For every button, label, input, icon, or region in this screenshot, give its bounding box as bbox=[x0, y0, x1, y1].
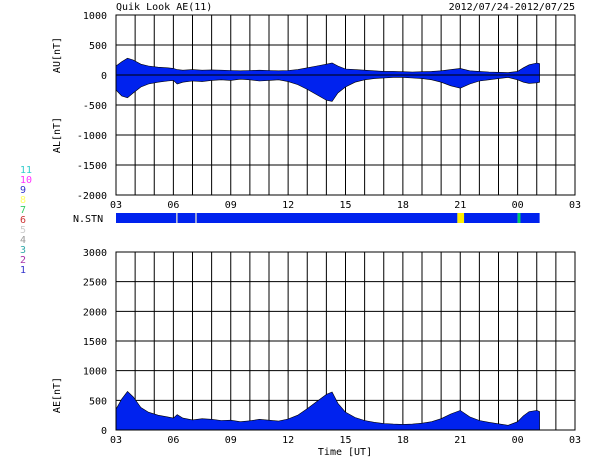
station-bar-segment bbox=[177, 213, 196, 223]
x-tick-label: 03 bbox=[569, 200, 581, 211]
legend-entry: 3 bbox=[20, 245, 26, 256]
x-tick-label: 09 bbox=[225, 435, 237, 446]
y-tick-label: 2500 bbox=[83, 278, 107, 289]
legend-entry: 9 bbox=[20, 185, 26, 196]
ae-y-ticks: 3000 2500 2000 1500 1000 500 0 bbox=[83, 248, 107, 437]
au-al-x-ticks: 03 06 09 12 15 18 21 00 03 bbox=[110, 200, 581, 211]
x-tick-label: 21 bbox=[454, 435, 466, 446]
au-al-y-ticks: 1000 500 0 -500 -1000 -1500 -2000 bbox=[77, 11, 107, 202]
station-bar-segment bbox=[195, 213, 197, 223]
y-tick-label: 1000 bbox=[83, 367, 107, 378]
x-tick-label: 00 bbox=[512, 200, 524, 211]
x-tick-label: 18 bbox=[397, 200, 409, 211]
x-tick-label: 15 bbox=[339, 200, 351, 211]
station-bar-segment bbox=[464, 213, 518, 223]
chart-title: Quik Look AE(11) bbox=[116, 2, 212, 13]
legend-entry: 4 bbox=[20, 235, 26, 246]
ae-grid bbox=[116, 252, 575, 430]
legend-entry: 1 bbox=[20, 265, 26, 276]
station-bar-segment bbox=[520, 213, 540, 223]
ae-frame bbox=[115, 251, 576, 431]
station-bar-segment bbox=[116, 213, 177, 223]
au-al-panel: 1000 500 0 -500 -1000 -1500 -2000 03 06 09 12 15 18… bbox=[52, 11, 581, 211]
station-bar-segment bbox=[517, 213, 521, 223]
y-tick-label: 2000 bbox=[83, 307, 107, 318]
y-tick-label: 500 bbox=[89, 396, 107, 407]
legend-entry: 7 bbox=[20, 205, 26, 216]
station-bar-segment bbox=[196, 213, 458, 223]
series-area bbox=[115, 57, 540, 76]
station-bar-segment bbox=[457, 213, 465, 223]
y-tick-label: 3000 bbox=[83, 248, 107, 259]
ae-axis-label: AE[nT] bbox=[52, 377, 63, 413]
y-tick-label: -1500 bbox=[77, 161, 107, 172]
y-tick-label: -2000 bbox=[77, 191, 107, 202]
y-tick-label: -500 bbox=[83, 101, 107, 112]
legend-entry: 2 bbox=[20, 255, 26, 266]
au-al-series bbox=[115, 57, 540, 102]
x-tick-label: 15 bbox=[339, 435, 351, 446]
legend-entry: 11 bbox=[20, 165, 32, 176]
ae-series bbox=[115, 390, 540, 431]
y-tick-label: 1500 bbox=[83, 337, 107, 348]
date-range: 2012/07/24-2012/07/25 bbox=[449, 2, 575, 13]
x-axis-label: Time [UT] bbox=[318, 447, 372, 458]
series-area bbox=[115, 74, 540, 102]
x-tick-label: 12 bbox=[282, 435, 294, 446]
x-tick-label: 21 bbox=[454, 200, 466, 211]
x-tick-label: 03 bbox=[569, 435, 581, 446]
x-tick-label: 06 bbox=[167, 200, 179, 211]
x-tick-label: 06 bbox=[167, 435, 179, 446]
station-count-label: N.STN bbox=[73, 214, 103, 225]
y-tick-label: 0 bbox=[101, 426, 107, 437]
y-tick-label: -1000 bbox=[77, 131, 107, 142]
au-al-grid bbox=[116, 15, 575, 195]
legend-entry: 8 bbox=[20, 195, 26, 206]
x-tick-label: 00 bbox=[512, 435, 524, 446]
y-tick-label: 500 bbox=[89, 41, 107, 52]
station-count-bar bbox=[116, 213, 540, 223]
x-tick-label: 03 bbox=[110, 435, 122, 446]
x-tick-label: 12 bbox=[282, 200, 294, 211]
station-bar-segment bbox=[176, 213, 178, 223]
legend-entry: 5 bbox=[20, 225, 26, 236]
legend-entry: 6 bbox=[20, 215, 26, 226]
x-tick-label: 09 bbox=[225, 200, 237, 211]
au-axis-label: AU[nT] bbox=[52, 37, 63, 73]
x-tick-label: 18 bbox=[397, 435, 409, 446]
y-tick-label: 1000 bbox=[83, 11, 107, 22]
al-axis-label: AL[nT] bbox=[52, 117, 63, 153]
legend-entry: 10 bbox=[20, 175, 32, 186]
y-tick-label: 0 bbox=[101, 71, 107, 82]
x-tick-label: 03 bbox=[110, 200, 122, 211]
ae-x-ticks: 03 06 09 12 15 18 21 00 03 bbox=[110, 435, 581, 446]
series-area bbox=[115, 390, 540, 431]
au-al-frame bbox=[115, 14, 576, 196]
